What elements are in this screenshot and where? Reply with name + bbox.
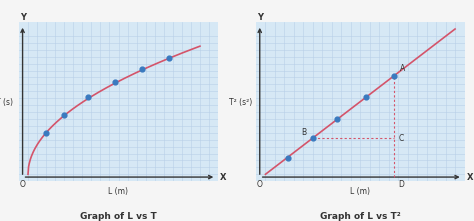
Text: B: B xyxy=(301,128,307,137)
Point xyxy=(391,74,398,78)
Text: O: O xyxy=(19,180,26,189)
Text: D: D xyxy=(398,180,404,189)
Text: L (m): L (m) xyxy=(350,187,370,196)
Text: A: A xyxy=(400,64,405,73)
Text: T² (s²): T² (s²) xyxy=(229,98,253,107)
Text: Graph of L vs T²: Graph of L vs T² xyxy=(320,212,401,221)
Point xyxy=(138,67,146,71)
Point xyxy=(84,95,91,99)
Text: L (m): L (m) xyxy=(109,187,128,196)
Text: C: C xyxy=(398,134,403,143)
Point xyxy=(362,95,370,99)
Text: X: X xyxy=(466,173,473,182)
Point xyxy=(60,113,68,116)
Text: X: X xyxy=(220,173,227,182)
Point xyxy=(111,80,118,83)
Point xyxy=(309,137,317,140)
Text: Y: Y xyxy=(19,13,26,22)
Text: Y: Y xyxy=(257,13,263,22)
Point xyxy=(165,56,173,60)
Text: T (s): T (s) xyxy=(0,98,13,107)
Point xyxy=(334,117,341,121)
Text: O: O xyxy=(257,180,263,189)
Point xyxy=(284,156,292,160)
Point xyxy=(42,131,50,135)
Text: Graph of L vs T: Graph of L vs T xyxy=(80,212,157,221)
